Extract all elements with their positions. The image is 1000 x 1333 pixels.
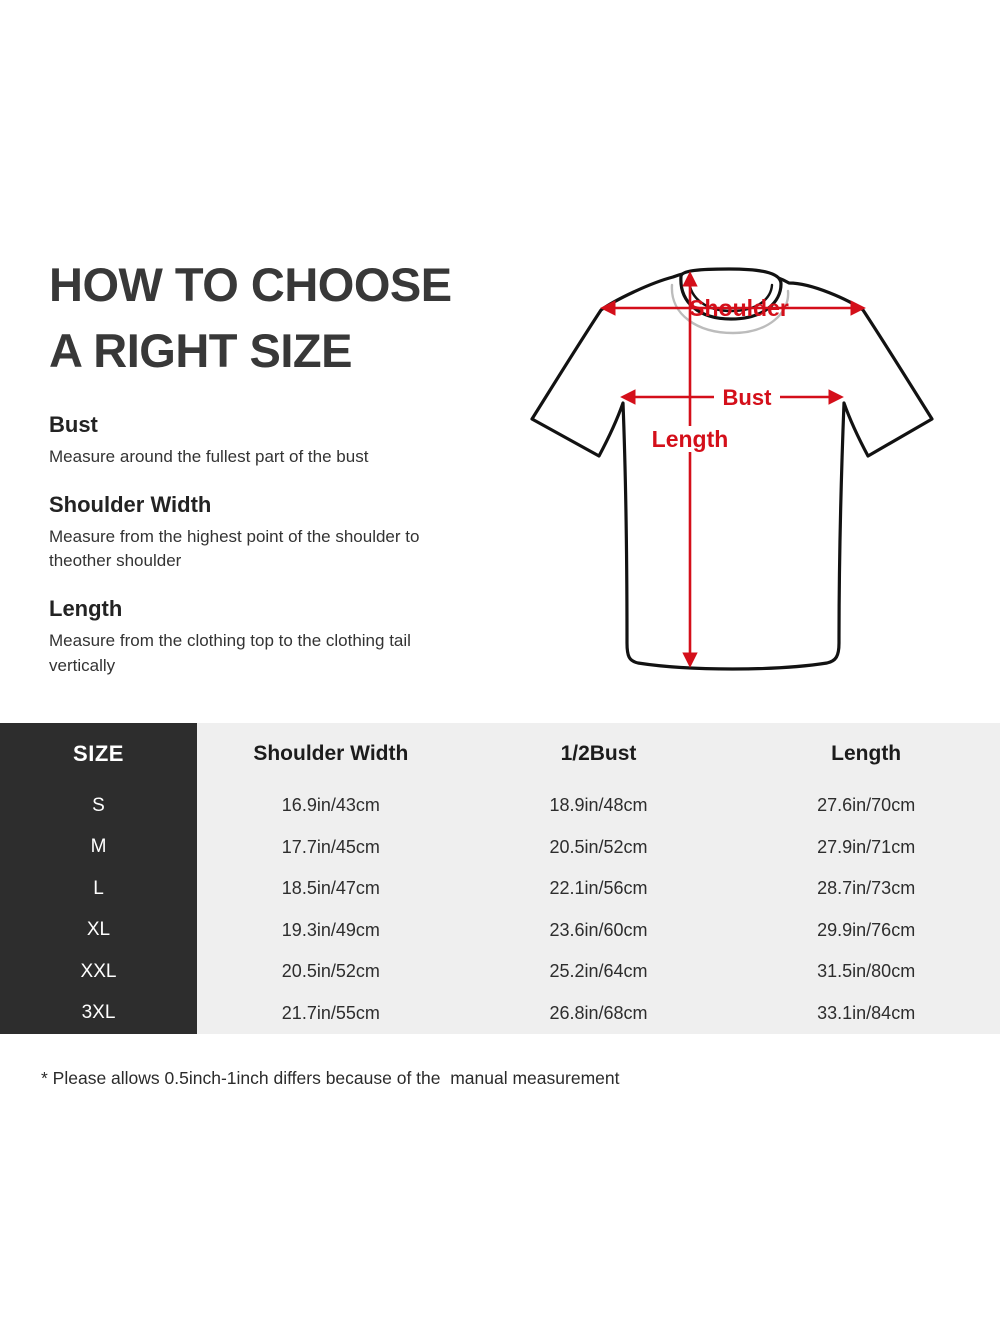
table-cell: 22.1in/56cm — [464, 868, 733, 910]
tshirt-drawing: Shoulder Bust Length — [530, 267, 934, 671]
table-cell: 27.6in/70cm — [732, 785, 1000, 827]
table-cell: 28.7in/73cm — [732, 868, 1000, 910]
guide-section-length: Length Measure from the clothing top to … — [49, 596, 479, 678]
table-cell: 18.5in/47cm — [197, 868, 465, 910]
guide-section-shoulder: Shoulder Width Measure from the highest … — [49, 492, 479, 574]
length-label-mask — [653, 426, 727, 452]
table-cell-size-3xl: 3XL — [0, 992, 197, 1034]
guide-heading-shoulder: Shoulder Width — [49, 491, 212, 517]
table-cell: 19.3in/49cm — [197, 909, 465, 951]
guide-desc-shoulder: Measure from the highest point of the sh… — [49, 526, 420, 571]
table-cell: 18.9in/48cm — [464, 785, 733, 827]
page-title-line2: A RIGHT SIZE — [49, 324, 352, 377]
guide-desc-bust: Measure around the fullest part of the b… — [49, 447, 369, 466]
guide-desc-length: Measure from the clothing top to the clo… — [49, 630, 411, 675]
table-cell-size-m: M — [0, 826, 197, 868]
guide-section-bust: Bust Measure around the fullest part of … — [49, 412, 479, 470]
measurement-instructions: Bust Measure around the fullest part of … — [49, 412, 479, 700]
table-cell: 29.9in/76cm — [732, 909, 1000, 951]
table-header-length: Length — [732, 723, 1000, 785]
guide-heading-length: Length — [49, 595, 123, 621]
table-cell: 20.5in/52cm — [464, 826, 733, 868]
table-cell: 33.1in/84cm — [732, 992, 1000, 1034]
table-cell: 26.8in/68cm — [464, 992, 733, 1034]
measurement-disclaimer: * Please allows 0.5inch-1inch differs be… — [41, 1068, 620, 1088]
table-cell: 20.5in/52cm — [197, 951, 465, 993]
table-cell-size-xl: XL — [0, 909, 197, 951]
shoulder-label: Shoulder — [689, 295, 789, 321]
page-title: HOW TO CHOOSE A RIGHT SIZE — [49, 252, 452, 384]
tshirt-diagram: Shoulder Bust Length — [500, 245, 970, 690]
table-cell: 27.9in/71cm — [732, 826, 1000, 868]
table-cell-size-s: S — [0, 785, 197, 827]
page-title-line1: HOW TO CHOOSE — [49, 258, 452, 311]
table-cell-size-l: L — [0, 868, 197, 910]
table-cell: 31.5in/80cm — [732, 951, 1000, 993]
bust-label-mask — [714, 383, 780, 411]
size-table: SIZE Shoulder Width 1/2Bust Length S 16.… — [0, 723, 1000, 1034]
table-cell: 25.2in/64cm — [464, 951, 733, 993]
table-cell: 17.7in/45cm — [197, 826, 465, 868]
table-header-shoulder: Shoulder Width — [197, 723, 465, 785]
bust-label: Bust — [723, 385, 773, 410]
table-cell: 16.9in/43cm — [197, 785, 465, 827]
table-cell-size-xxl: XXL — [0, 951, 197, 993]
table-cell: 21.7in/55cm — [197, 992, 465, 1034]
tshirt-outline — [530, 267, 934, 671]
table-cell: 23.6in/60cm — [464, 909, 733, 951]
length-label: Length — [652, 426, 729, 452]
table-header-bust: 1/2Bust — [464, 723, 733, 785]
table-header-size: SIZE — [0, 723, 197, 785]
guide-heading-bust: Bust — [49, 412, 98, 437]
